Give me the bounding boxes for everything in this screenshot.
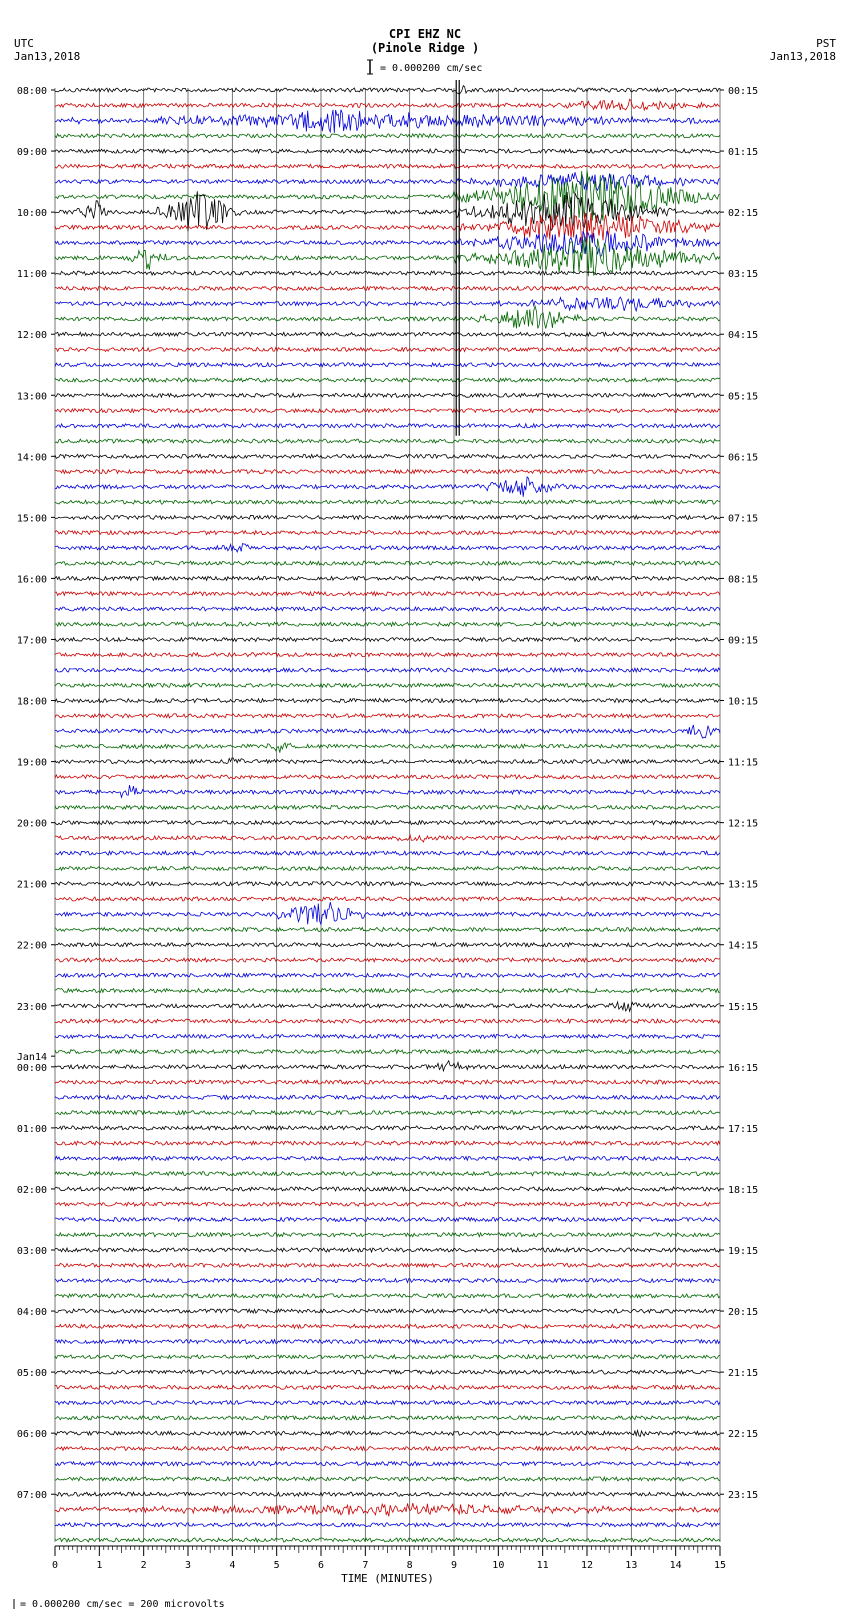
right-date: Jan13,2018 [770, 50, 836, 63]
left-time-label: 20:00 [17, 819, 47, 830]
right-time-label: 14:15 [728, 941, 758, 952]
right-time-label: 11:15 [728, 758, 758, 769]
right-time-label: 19:15 [728, 1246, 758, 1257]
x-tick-label: 9 [451, 1560, 457, 1571]
right-time-label: 23:15 [728, 1490, 758, 1501]
x-tick-label: 11 [537, 1560, 549, 1571]
x-tick-label: 8 [407, 1560, 413, 1571]
left-time-label: 10:00 [17, 208, 47, 219]
left-time-label: 21:00 [17, 880, 47, 891]
right-time-label: 16:15 [728, 1063, 758, 1074]
right-time-label: 08:15 [728, 574, 758, 585]
scale-label: = 0.000200 cm/sec [380, 63, 482, 74]
left-time-label: 17:00 [17, 635, 47, 646]
right-time-label: 20:15 [728, 1307, 758, 1318]
left-time-label: 04:00 [17, 1307, 47, 1318]
left-time-label: 02:00 [17, 1185, 47, 1196]
left-time-label: 09:00 [17, 147, 47, 158]
x-axis-label: TIME (MINUTES) [341, 1572, 434, 1585]
right-time-label: 18:15 [728, 1185, 758, 1196]
seismogram-svg: CPI EHZ NC(Pinole Ridge ) = 0.000200 cm/s… [0, 0, 850, 1613]
left-time-label: 13:00 [17, 391, 47, 402]
right-time-label: 06:15 [728, 452, 758, 463]
right-time-label: 22:15 [728, 1429, 758, 1440]
left-time-label: 19:00 [17, 758, 47, 769]
left-date: Jan13,2018 [14, 50, 80, 63]
right-time-label: 04:15 [728, 330, 758, 341]
footer-scale: = 0.000200 cm/sec = 200 microvolts [20, 1599, 225, 1610]
right-time-label: 10:15 [728, 697, 758, 708]
left-tz: UTC [14, 37, 34, 50]
right-time-label: 03:15 [728, 269, 758, 280]
left-time-label: Jan14 [17, 1052, 47, 1063]
x-tick-label: 6 [318, 1560, 324, 1571]
left-time-label: 01:00 [17, 1124, 47, 1135]
right-time-label: 05:15 [728, 391, 758, 402]
right-time-label: 15:15 [728, 1002, 758, 1013]
left-time-label: 05:00 [17, 1368, 47, 1379]
right-time-label: 12:15 [728, 819, 758, 830]
left-time-label: 16:00 [17, 574, 47, 585]
left-time-label: 03:00 [17, 1246, 47, 1257]
left-time-label: 06:00 [17, 1429, 47, 1440]
seismogram-container: CPI EHZ NC(Pinole Ridge ) = 0.000200 cm/s… [0, 0, 850, 1613]
right-time-label: 07:15 [728, 513, 758, 524]
station-name: (Pinole Ridge ) [371, 41, 479, 55]
x-tick-label: 5 [274, 1560, 280, 1571]
right-time-label: 13:15 [728, 880, 758, 891]
right-time-label: 02:15 [728, 208, 758, 219]
x-tick-label: 10 [492, 1560, 504, 1571]
x-tick-label: 7 [362, 1560, 368, 1571]
right-time-label: 01:15 [728, 147, 758, 158]
right-time-label: 09:15 [728, 635, 758, 646]
x-tick-label: 3 [185, 1560, 191, 1571]
left-time-label: 07:00 [17, 1490, 47, 1501]
left-time-label: 08:00 [17, 86, 47, 97]
left-time-label: 18:00 [17, 697, 47, 708]
right-time-label: 17:15 [728, 1124, 758, 1135]
x-tick-label: 13 [625, 1560, 637, 1571]
left-time-label: 12:00 [17, 330, 47, 341]
x-tick-label: 0 [52, 1560, 58, 1571]
x-tick-label: 4 [229, 1560, 235, 1571]
left-time-label: 11:00 [17, 269, 47, 280]
x-tick-label: 2 [141, 1560, 147, 1571]
left-time-label: 00:00 [17, 1063, 47, 1074]
x-tick-label: 15 [714, 1560, 726, 1571]
left-time-label: 14:00 [17, 452, 47, 463]
left-time-label: 23:00 [17, 1002, 47, 1013]
left-time-label: 15:00 [17, 513, 47, 524]
right-tz: PST [816, 37, 836, 50]
right-time-label: 21:15 [728, 1368, 758, 1379]
x-tick-label: 1 [96, 1560, 102, 1571]
left-time-label: 22:00 [17, 941, 47, 952]
x-tick-label: 12 [581, 1560, 593, 1571]
right-time-label: 00:15 [728, 86, 758, 97]
x-tick-label: 14 [670, 1560, 682, 1571]
station-id: CPI EHZ NC [389, 27, 461, 41]
